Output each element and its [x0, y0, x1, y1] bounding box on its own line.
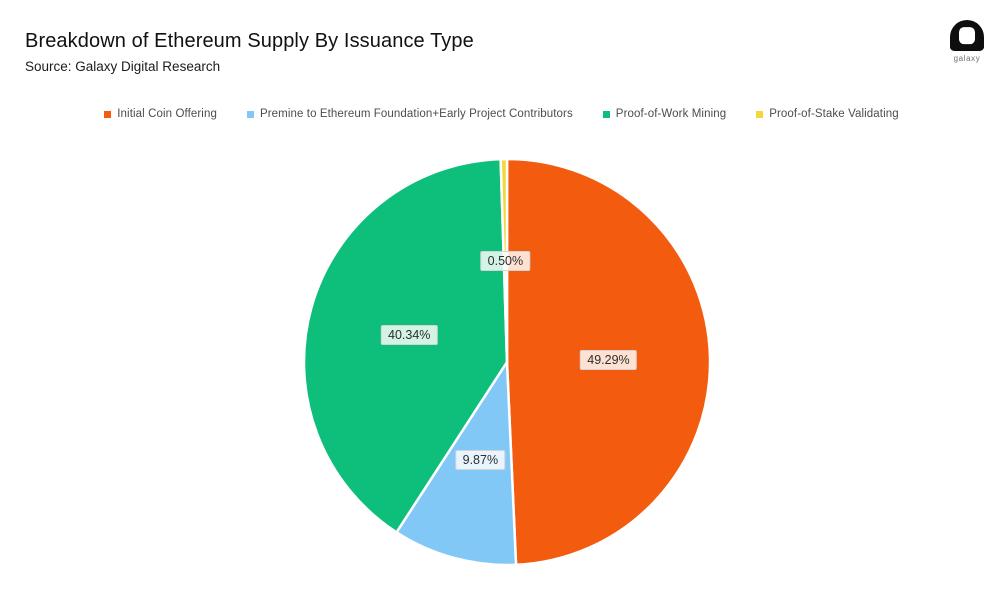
legend-marker-icon: [602, 110, 610, 118]
slice-label-1: 9.87%: [455, 449, 506, 470]
galaxy-logo-label: galaxy: [953, 54, 981, 63]
legend-marker-icon: [246, 110, 254, 118]
source-caption: Source: Galaxy Digital Research: [25, 59, 221, 74]
legend-item-label: Initial Coin Offering: [117, 108, 217, 120]
chart-legend: Initial Coin Offering Premine to Ethereum…: [0, 108, 1003, 120]
slice-label-0: 49.29%: [580, 349, 637, 370]
legend-marker-icon: [756, 110, 764, 118]
legend-item-1: Premine to Ethereum Foundation+Early Pro…: [246, 108, 573, 120]
legend-item-label: Proof-of-Stake Validating: [769, 108, 899, 120]
galaxy-helmet-icon: [950, 20, 984, 51]
legend-item-label: Proof-of-Work Mining: [615, 108, 727, 120]
pie-slice-2: [302, 157, 509, 534]
legend-marker-icon: [104, 110, 112, 118]
galaxy-helmet-icon-hole: [959, 26, 975, 44]
legend-item-0: Initial Coin Offering: [104, 108, 217, 120]
legend-item-2: Proof-of-Work Mining: [602, 108, 727, 120]
legend-item-label: Premine to Ethereum Foundation+Early Pro…: [259, 108, 573, 120]
galaxy-logo: galaxy: [947, 20, 987, 63]
pie-chart-svg: [302, 157, 712, 567]
slice-label-2: 40.34%: [381, 324, 438, 345]
page-title: Breakdown of Ethereum Supply By Issuance…: [25, 30, 474, 52]
slice-label-3: 0.50%: [480, 250, 531, 271]
legend-item-3: Proof-of-Stake Validating: [756, 108, 899, 120]
header: Breakdown of Ethereum Supply By Issuance…: [25, 30, 474, 74]
pie-chart: 49.29% 9.87% 40.34% 0.50%: [302, 157, 712, 567]
